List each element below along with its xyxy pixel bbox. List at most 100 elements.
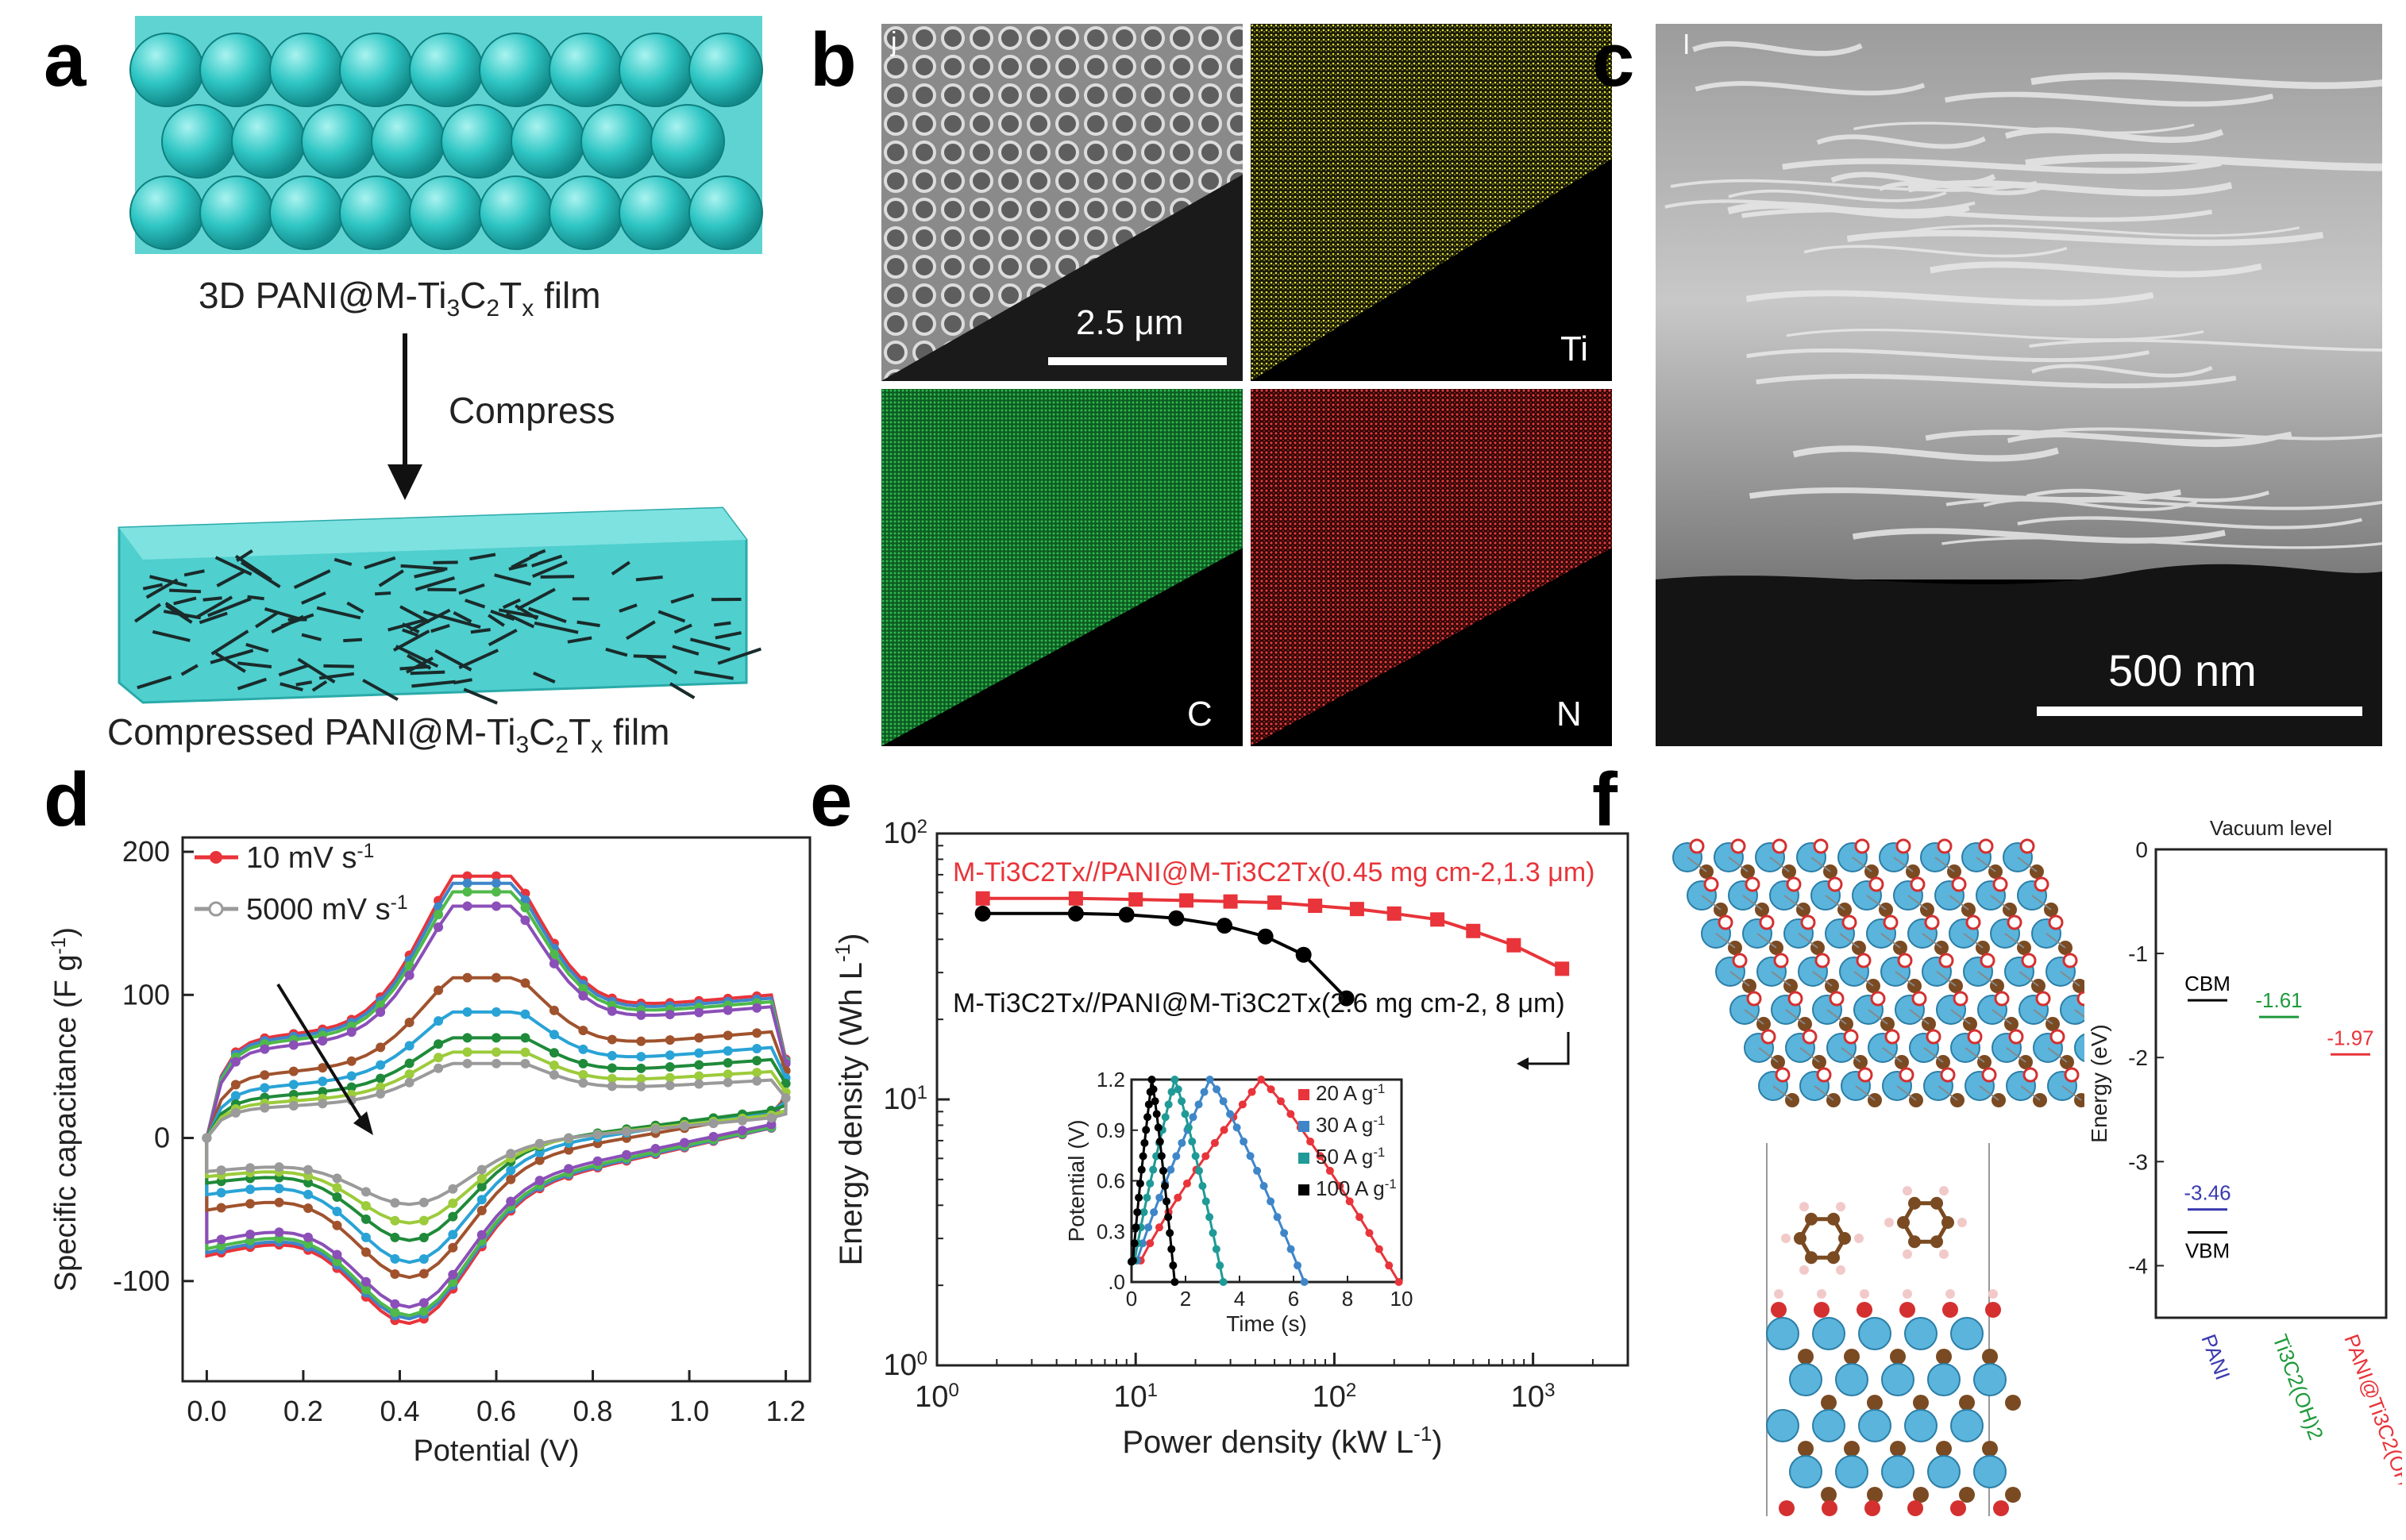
gcd-point bbox=[1213, 1245, 1220, 1253]
gcd-point bbox=[1182, 1110, 1190, 1118]
cv-point bbox=[492, 887, 501, 897]
ragone-point bbox=[1068, 906, 1084, 922]
gcd-point bbox=[1136, 1180, 1144, 1188]
gcd-point bbox=[1233, 1123, 1241, 1131]
cv-point bbox=[723, 1030, 733, 1040]
cv-point bbox=[549, 1070, 559, 1080]
o-atom bbox=[1993, 1500, 2009, 1516]
flake bbox=[169, 591, 201, 592]
chart-title: Vacuum level bbox=[2210, 816, 2332, 840]
ragone-point bbox=[1506, 938, 1521, 953]
o-atom bbox=[1787, 878, 1800, 891]
flake bbox=[323, 666, 353, 667]
cv-point bbox=[607, 1035, 617, 1045]
sphere bbox=[619, 176, 692, 249]
legend-entry: 5000 mV s-1 bbox=[246, 892, 408, 927]
x-tick-label: 0.4 bbox=[380, 1395, 419, 1427]
cv-point bbox=[477, 1195, 487, 1204]
sphere bbox=[302, 105, 375, 178]
cv-point bbox=[405, 1059, 414, 1068]
flake bbox=[343, 640, 362, 641]
cv-point bbox=[752, 1003, 762, 1013]
tile-corner-mark: j bbox=[891, 27, 897, 58]
gcd-point bbox=[1164, 1213, 1172, 1221]
gcd-point bbox=[1153, 1110, 1161, 1118]
y-tick-label: -2 bbox=[2128, 1045, 2148, 1070]
gcd-point bbox=[1162, 1113, 1170, 1121]
cv-point bbox=[376, 1089, 385, 1099]
o-atom bbox=[1967, 916, 1980, 929]
cv-point bbox=[260, 1103, 269, 1113]
o-atom bbox=[1900, 1068, 1913, 1081]
gcd-point bbox=[1151, 1097, 1159, 1105]
series-label-thin: M-Ti3C2Tx//PANI@M-Ti3C2Tx(0.45 mg cm-2,1… bbox=[953, 857, 1595, 887]
o-atom bbox=[1773, 840, 1786, 853]
ti-atom bbox=[1790, 1456, 1822, 1488]
category-label: Ti3C2(OH)2 bbox=[2268, 1331, 2328, 1443]
flake bbox=[714, 623, 731, 626]
cv-point bbox=[245, 1184, 255, 1194]
cv-point bbox=[405, 1069, 414, 1079]
o-atom bbox=[1857, 954, 1870, 967]
o-atom bbox=[2051, 1030, 2064, 1043]
gcd-point bbox=[1202, 1197, 1210, 1205]
cv-point bbox=[376, 1007, 385, 1017]
cv-point bbox=[376, 1042, 385, 1052]
cv-point bbox=[303, 1165, 313, 1175]
o-atom bbox=[1843, 916, 1856, 929]
cv-point bbox=[390, 1198, 399, 1207]
cv-point bbox=[448, 1199, 457, 1208]
gcd-point bbox=[1144, 1223, 1152, 1231]
ragone-point bbox=[1128, 892, 1143, 907]
flake bbox=[411, 672, 445, 674]
sphere bbox=[689, 176, 762, 249]
o-atom bbox=[1748, 992, 1760, 1005]
tile-corner-mark: l bbox=[1683, 30, 1690, 61]
o-atom bbox=[1968, 1030, 1981, 1043]
inset-x-tick-label: 2 bbox=[1180, 1287, 1191, 1311]
o-atom bbox=[1857, 1302, 1872, 1318]
gcd-point bbox=[1306, 1138, 1314, 1145]
o-atom bbox=[1732, 840, 1745, 853]
cv-point bbox=[651, 1144, 661, 1153]
gcd-point bbox=[1155, 1223, 1163, 1231]
cv-point bbox=[520, 903, 530, 912]
ti-atom bbox=[1974, 1456, 2006, 1488]
cv-point bbox=[434, 1053, 443, 1062]
c-atom bbox=[1913, 1395, 1929, 1411]
cv-point bbox=[622, 1127, 631, 1137]
cv-point bbox=[217, 1234, 226, 1244]
c-atom bbox=[1827, 1251, 1840, 1264]
cv-point bbox=[607, 1051, 617, 1061]
gcd-point bbox=[1169, 1261, 1177, 1269]
gcd-point bbox=[1260, 1182, 1268, 1190]
o-atom bbox=[1926, 916, 1938, 929]
o-atom bbox=[1899, 954, 1911, 967]
o-atom bbox=[1818, 1068, 1830, 1081]
o-atom bbox=[1779, 1500, 1795, 1516]
cv-point bbox=[463, 879, 472, 888]
cv-point bbox=[275, 1162, 284, 1172]
c-atom bbox=[1805, 1251, 1818, 1264]
gcd-point bbox=[1294, 1261, 1301, 1269]
o-atom bbox=[1995, 992, 2008, 1005]
gcd-point bbox=[1198, 1182, 1206, 1190]
cv-point bbox=[694, 1008, 704, 1018]
o-atom bbox=[2049, 916, 2062, 929]
cv-point bbox=[245, 1199, 255, 1208]
c-atom bbox=[1936, 1349, 1952, 1365]
ragone-point bbox=[1216, 918, 1232, 934]
c-atom bbox=[1827, 1213, 1840, 1226]
o-atom bbox=[1762, 1030, 1775, 1043]
o-atom bbox=[1816, 954, 1829, 967]
inset-x-axis-label: Time (s) bbox=[1226, 1311, 1307, 1336]
gcd-point bbox=[1206, 1076, 1214, 1084]
cv-point bbox=[463, 973, 472, 983]
sphere bbox=[410, 33, 483, 106]
sphere bbox=[619, 33, 692, 106]
inset-legend-swatch bbox=[1298, 1184, 1309, 1195]
inset-legend-swatch bbox=[1298, 1089, 1309, 1100]
gcd-point bbox=[1158, 1152, 1166, 1160]
cv-point bbox=[549, 1048, 559, 1057]
